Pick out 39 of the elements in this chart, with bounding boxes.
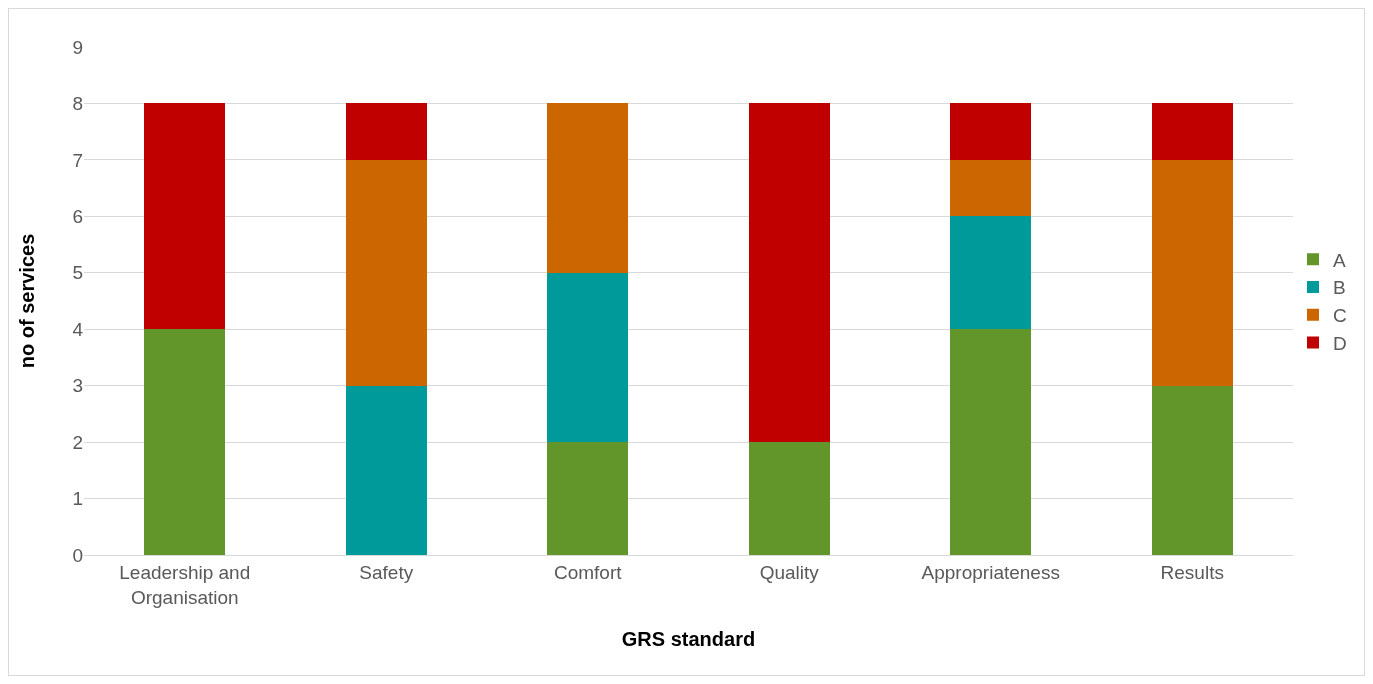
y-tick-label: 7 — [72, 149, 83, 171]
x-tick-label: Comfort — [553, 561, 623, 583]
y-tick-label: 5 — [72, 262, 83, 284]
bar — [1151, 385, 1233, 555]
y-tick-label: 8 — [72, 93, 83, 115]
bar — [950, 159, 1032, 217]
x-tick-label: Quality — [759, 561, 820, 583]
y-tick-label: 6 — [72, 205, 83, 227]
legend-label: C — [1333, 305, 1347, 327]
legend-label: B — [1333, 277, 1346, 299]
x-tick-label: Safety — [359, 561, 414, 583]
bar — [1151, 103, 1233, 160]
legend-label: D — [1333, 332, 1347, 354]
bar — [144, 329, 226, 555]
y-tick-label: 3 — [72, 375, 83, 397]
y-tick-label: 2 — [72, 431, 83, 453]
bar — [748, 103, 830, 443]
x-tick-label: Appropriateness — [921, 561, 1060, 583]
bar — [1151, 159, 1233, 386]
bar — [950, 216, 1032, 330]
bar — [748, 442, 830, 555]
bar — [950, 329, 1032, 555]
bar — [345, 159, 427, 386]
legend-label: A — [1333, 249, 1346, 271]
x-tick-label: Leadership and Organisation — [119, 561, 251, 608]
y-tick-label: 1 — [72, 488, 83, 510]
y-axis-title: no of services — [16, 233, 38, 369]
bar — [345, 385, 427, 555]
bar — [345, 103, 427, 160]
bar — [547, 103, 629, 273]
x-tick-label: Results — [1160, 561, 1224, 583]
bar — [547, 272, 629, 443]
bar — [547, 442, 629, 555]
bar — [144, 103, 226, 330]
y-tick-label: 9 — [72, 36, 83, 58]
x-axis-title: GRS standard — [621, 628, 756, 650]
bar — [950, 103, 1032, 160]
y-tick-label: 4 — [72, 318, 84, 340]
y-tick-label: 0 — [72, 544, 83, 566]
